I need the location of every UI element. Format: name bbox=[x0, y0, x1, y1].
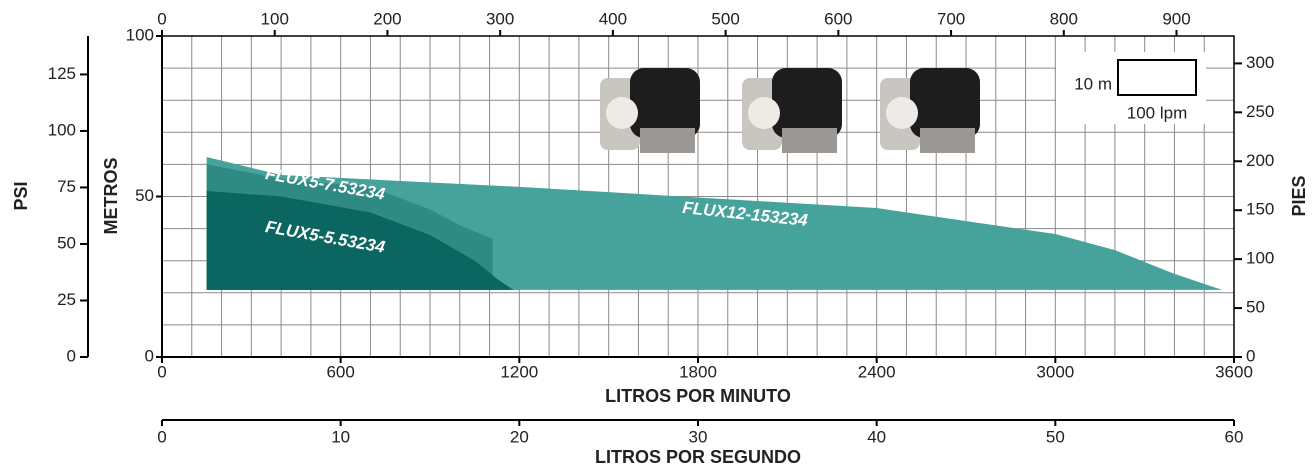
right-tick-label: 200 bbox=[1246, 151, 1274, 170]
areas bbox=[206, 157, 1223, 290]
left-tick-label: 25 bbox=[57, 290, 76, 309]
bottom-axis-title: LITROS POR SEGUNDO bbox=[595, 447, 801, 467]
right-tick-label: 50 bbox=[1246, 298, 1265, 317]
right-tick-label: 250 bbox=[1246, 102, 1274, 121]
bottom-tick-label: 30 bbox=[689, 427, 708, 446]
scale-width: 100 lpm bbox=[1127, 103, 1187, 122]
x-tick-label: 2400 bbox=[858, 362, 896, 381]
bottom-tick-label: 0 bbox=[157, 427, 166, 446]
top-tick-label: 700 bbox=[937, 9, 965, 28]
x-tick-label: 3600 bbox=[1215, 362, 1253, 381]
top-tick-label: 600 bbox=[824, 9, 852, 28]
bottom-tick-label: 40 bbox=[867, 427, 886, 446]
scale-height: 10 m bbox=[1074, 74, 1112, 93]
pump-image bbox=[600, 68, 700, 153]
bottom-tick-label: 20 bbox=[510, 427, 529, 446]
x-axis-title: LITROS POR MINUTO bbox=[605, 386, 791, 406]
top-tick-label: 900 bbox=[1162, 9, 1190, 28]
top-tick-label: 500 bbox=[711, 9, 739, 28]
scale-box bbox=[1117, 59, 1197, 96]
x-tick-label: 1200 bbox=[500, 362, 538, 381]
left-tick-label: 125 bbox=[48, 64, 76, 83]
pump-images bbox=[600, 68, 980, 153]
left-axis-title: PSI bbox=[11, 181, 31, 210]
pump-image bbox=[880, 68, 980, 153]
x-tick-label: 600 bbox=[326, 362, 354, 381]
y-tick-label: 0 bbox=[145, 346, 154, 365]
top-tick-label: 100 bbox=[261, 9, 289, 28]
y-axis-title: METROS bbox=[101, 157, 121, 234]
top-tick-label: 400 bbox=[599, 9, 627, 28]
top-tick-label: 0 bbox=[157, 9, 166, 28]
right-tick-label: 0 bbox=[1246, 346, 1255, 365]
scale-box-bg bbox=[1056, 52, 1206, 124]
left-tick-label: 75 bbox=[57, 177, 76, 196]
right-tick-label: 150 bbox=[1246, 200, 1274, 219]
x-tick-label: 3000 bbox=[1036, 362, 1074, 381]
y-tick-label: 100 bbox=[126, 25, 154, 44]
right-tick-label: 100 bbox=[1246, 249, 1274, 268]
x-tick-label: 1800 bbox=[679, 362, 717, 381]
bottom-tick-label: 60 bbox=[1225, 427, 1244, 446]
bottom-tick-label: 50 bbox=[1046, 427, 1065, 446]
left-tick-label: 50 bbox=[57, 233, 76, 252]
area bbox=[206, 191, 514, 290]
right-axis-title: PIES bbox=[1289, 175, 1309, 216]
y-tick-label: 50 bbox=[135, 186, 154, 205]
left-tick-label: 100 bbox=[48, 120, 76, 139]
right-tick-label: 300 bbox=[1246, 53, 1274, 72]
left-tick-label: 0 bbox=[67, 346, 76, 365]
pump-image bbox=[742, 68, 842, 153]
top-tick-label: 300 bbox=[486, 9, 514, 28]
x-tick-label: 0 bbox=[157, 362, 166, 381]
top-tick-label: 200 bbox=[373, 9, 401, 28]
top-tick-label: 800 bbox=[1050, 9, 1078, 28]
bottom-tick-label: 10 bbox=[331, 427, 350, 446]
